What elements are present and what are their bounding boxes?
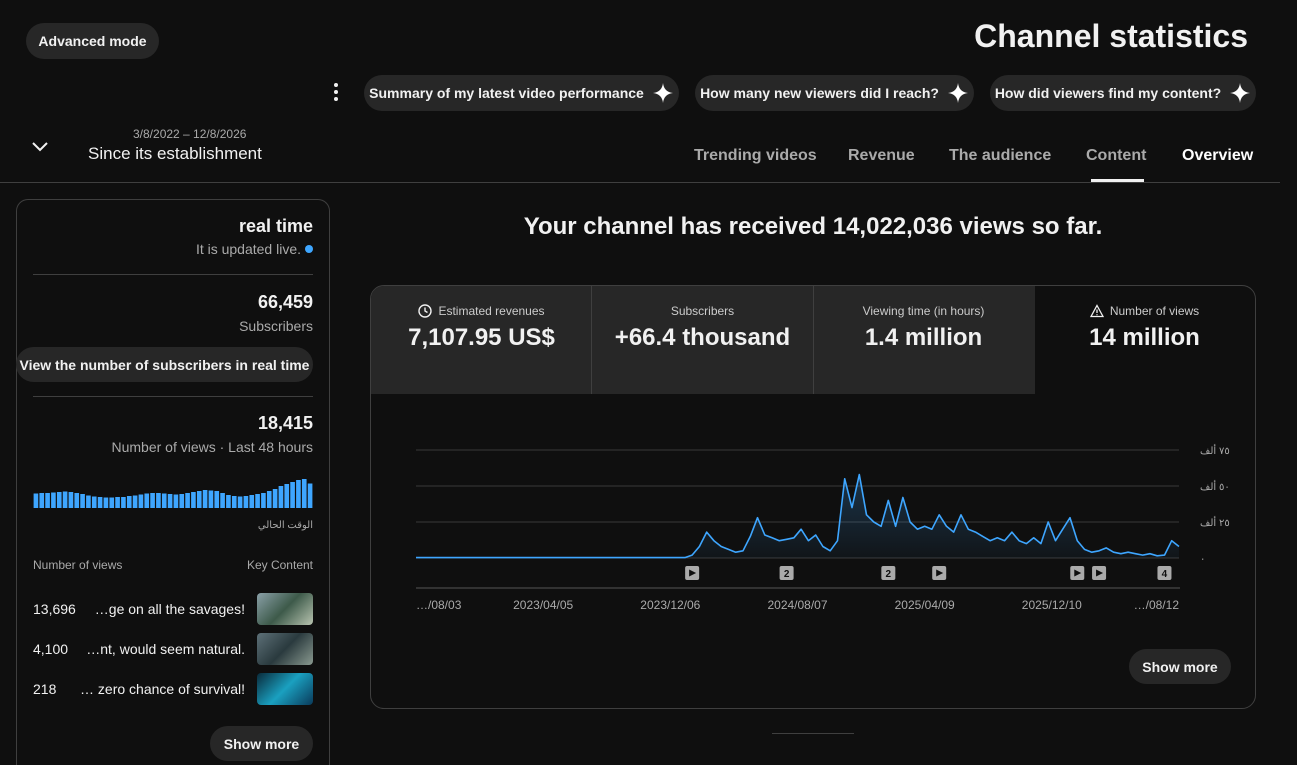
metric-label: Viewing time (in hours): [862, 304, 985, 318]
suggestion-text: Summary of my latest video performance: [369, 85, 644, 101]
show-more-button[interactable]: Show more: [210, 726, 313, 761]
tab[interactable]: Revenue: [848, 147, 915, 164]
button-text: View the number of subscribers in real t…: [19, 356, 310, 373]
metric-label: Number of views: [1109, 304, 1200, 318]
metric-card[interactable]: Estimated revenues 7,107.95 US$: [371, 286, 592, 394]
button-text: Show more: [1142, 658, 1218, 675]
sparkle-icon: [1230, 83, 1251, 103]
metric-card[interactable]: Number of views 14 million: [1034, 286, 1255, 394]
suggestion-chip[interactable]: How did viewers find my content?: [990, 75, 1256, 111]
date-range-dates: 3/8/2022 – 12/8/2026: [133, 127, 247, 141]
suggestion-chip[interactable]: How many new viewers did I reach?: [695, 75, 974, 111]
subscriber-label: Subscribers: [239, 318, 313, 334]
divider: [33, 274, 313, 275]
advanced-mode-button[interactable]: Advanced mode: [26, 23, 159, 59]
overview-panel: [370, 285, 1256, 709]
tab[interactable]: Overview: [1182, 147, 1254, 164]
subscriber-count: 66,459: [257, 292, 313, 312]
realtime-subtitle: It is updated live.: [195, 241, 301, 257]
suggestion-chip[interactable]: Summary of my latest video performance: [364, 75, 679, 111]
realtime-card: [16, 199, 330, 765]
row-views: 218: [33, 681, 57, 697]
row-title: … zero chance of survival!: [80, 681, 245, 697]
thumbnail: [257, 673, 313, 705]
suggestion-text: How did viewers find my content?: [994, 85, 1222, 101]
sparkle-icon: [947, 83, 968, 103]
more-menu[interactable]: [330, 82, 342, 102]
divider: [0, 182, 1280, 183]
realtime-subscribers-button[interactable]: View the number of subscribers in real t…: [16, 347, 313, 382]
overview-headline: Your channel has received 14,022,036 vie…: [523, 213, 1103, 240]
date-range-chevron[interactable]: [31, 140, 49, 154]
warning-icon: [1089, 304, 1104, 318]
content-row[interactable]: 218 … zero chance of survival!: [33, 673, 313, 705]
tab[interactable]: Content: [1086, 147, 1147, 164]
divider: [33, 396, 313, 397]
page-title: Channel statistics: [974, 18, 1248, 54]
divider: [772, 733, 854, 734]
row-title: …ge on all the savages!: [94, 601, 245, 617]
metric-strip: [371, 286, 1035, 394]
metric-card[interactable]: Subscribers +66.4 thousand: [592, 286, 813, 394]
row-title: …nt, would seem natural.: [86, 641, 245, 657]
row-views: 13,696: [33, 601, 76, 617]
date-range-label[interactable]: Since its establishment: [88, 144, 262, 163]
metric-value: 7,107.95 US$: [408, 324, 555, 351]
thumbnail: [257, 633, 313, 665]
live-dot: [305, 245, 313, 253]
show-more-button[interactable]: Show more: [1129, 649, 1231, 684]
views-label: Number of views · Last 48 hours: [111, 439, 313, 455]
metric-value: +66.4 thousand: [614, 324, 791, 351]
metric-card[interactable]: Viewing time (in hours) 1.4 million: [813, 286, 1034, 394]
suggestion-text: How many new viewers did I reach?: [700, 85, 939, 101]
content-row[interactable]: 4,100 …nt, would seem natural.: [33, 633, 313, 665]
button-text: Show more: [223, 735, 300, 752]
metric-value: 14 million: [1089, 324, 1200, 351]
clock-icon: [418, 304, 433, 318]
metric-label: Estimated revenues: [438, 304, 545, 318]
views-count: 18,415: [257, 413, 313, 433]
tab[interactable]: Trending videos: [694, 147, 817, 164]
metric-divider: [591, 286, 592, 394]
tab[interactable]: The audience: [949, 147, 1052, 164]
tab-indicator: [1091, 179, 1144, 182]
sparkle-icon: [652, 83, 673, 103]
realtime-title: real time: [238, 216, 313, 236]
content-row[interactable]: 13,696 …ge on all the savages!: [33, 593, 313, 625]
metric-label: Subscribers: [670, 304, 735, 318]
advanced-mode-text: Advanced mode: [38, 33, 147, 49]
column-header: Number of views: [33, 558, 123, 572]
column-header: Key Content: [246, 558, 313, 572]
row-views: 4,100: [33, 641, 69, 657]
metric-divider: [813, 286, 814, 394]
metric-value: 1.4 million: [864, 324, 983, 351]
thumbnail: [257, 593, 313, 625]
